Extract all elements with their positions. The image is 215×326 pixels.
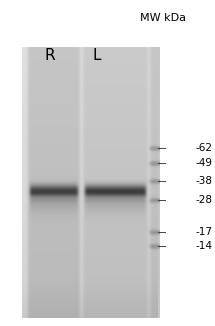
Text: L: L xyxy=(93,49,101,64)
Text: -62: -62 xyxy=(196,143,213,153)
Text: -14: -14 xyxy=(196,241,213,251)
Text: MW kDa: MW kDa xyxy=(140,13,186,23)
Text: -17: -17 xyxy=(196,227,213,237)
Text: -28: -28 xyxy=(196,195,213,205)
Text: R: R xyxy=(45,49,55,64)
Text: -49: -49 xyxy=(196,158,213,168)
Text: -38: -38 xyxy=(196,176,213,186)
